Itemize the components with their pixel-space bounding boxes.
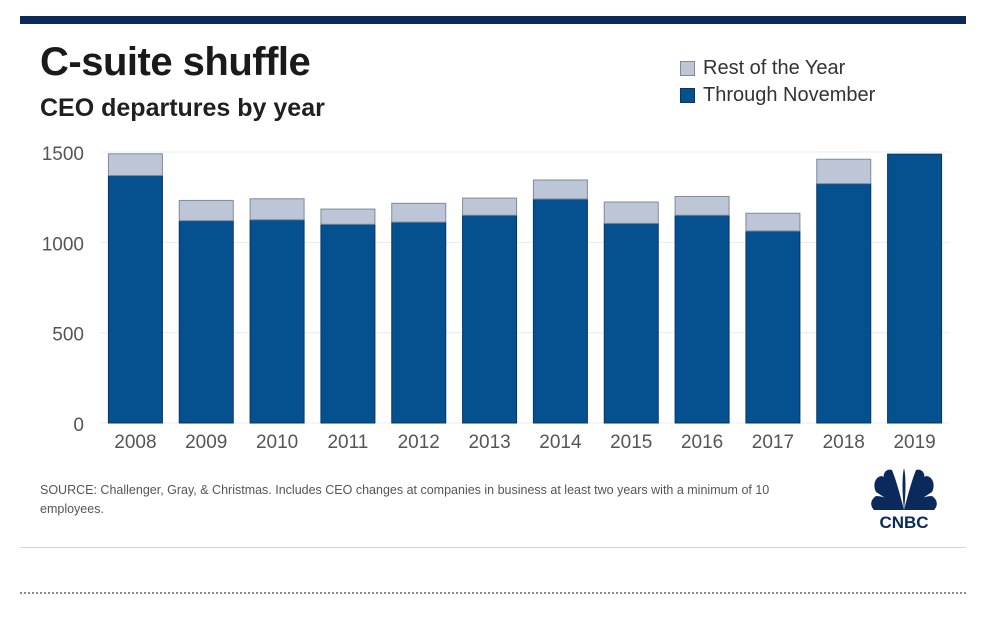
legend-swatch-through <box>680 88 695 103</box>
bar-rest-of-year <box>462 197 518 216</box>
bar-rest-of-year <box>532 179 588 200</box>
x-tick-label: 2009 <box>185 432 227 453</box>
x-tick-label: 2018 <box>823 432 865 453</box>
bar-through-november <box>391 221 447 424</box>
x-tick-label: 2012 <box>398 432 440 453</box>
source-note: SOURCE: Challenger, Gray, & Christmas. I… <box>40 483 770 516</box>
x-tick-label: 2016 <box>681 432 723 453</box>
legend-swatch-rest <box>680 61 695 76</box>
bar-through-november <box>107 174 163 424</box>
bar-through-november <box>887 153 943 424</box>
chart-subtitle: CEO departures by year <box>40 94 325 122</box>
cnbc-logo: CNBC <box>871 468 937 532</box>
y-tick-label: 1500 <box>42 144 84 165</box>
bar-through-november <box>462 214 518 424</box>
bar-rest-of-year <box>249 198 305 221</box>
bar-rest-of-year <box>320 208 376 225</box>
logo-text: CNBC <box>879 513 928 532</box>
bar-through-november <box>674 214 730 424</box>
bar-rest-of-year <box>391 202 447 223</box>
bottom-rule <box>20 547 966 548</box>
bar-chart: 0 500 1000 1500 2008 2009 2010 2011 2012 2013 2014… <box>42 144 950 453</box>
bar-rest-of-year <box>178 199 234 222</box>
bar-rest-of-year <box>816 158 872 185</box>
legend-item-through: Through November <box>680 82 875 109</box>
y-tick-label: 1000 <box>42 234 84 255</box>
bar-through-november <box>178 220 234 424</box>
y-tick-label: 500 <box>52 325 84 346</box>
x-tick-label: 2008 <box>114 432 156 453</box>
x-tick-label: 2014 <box>539 432 582 453</box>
bar-through-november <box>320 223 376 424</box>
bar-through-november <box>603 222 659 424</box>
x-tick-label: 2013 <box>468 432 510 453</box>
x-tick-label: 2011 <box>327 432 368 453</box>
y-tick-label: 0 <box>73 415 84 436</box>
legend-label-through: Through November <box>703 84 876 106</box>
bar-through-november <box>816 183 872 424</box>
x-tick-label: 2010 <box>256 432 298 453</box>
legend: Rest of the Year Through November <box>680 55 875 109</box>
bar-rest-of-year <box>107 153 163 176</box>
x-tick-label: 2015 <box>610 432 652 453</box>
bar-rest-of-year <box>603 201 659 224</box>
peacock-logo-icon <box>871 468 937 510</box>
bar-through-november <box>745 230 801 424</box>
bar-through-november <box>249 219 305 424</box>
bar-rest-of-year <box>745 212 801 232</box>
dotted-separator <box>20 592 966 594</box>
bar-through-november <box>532 198 588 424</box>
chart-title: C-suite shuffle <box>40 40 311 84</box>
x-tick-label: 2017 <box>752 432 794 453</box>
legend-label-rest: Rest of the Year <box>703 57 846 79</box>
bar-rest-of-year <box>674 195 730 216</box>
top-rule <box>20 16 966 24</box>
x-tick-label: 2019 <box>893 432 935 453</box>
legend-item-rest: Rest of the Year <box>680 55 875 82</box>
